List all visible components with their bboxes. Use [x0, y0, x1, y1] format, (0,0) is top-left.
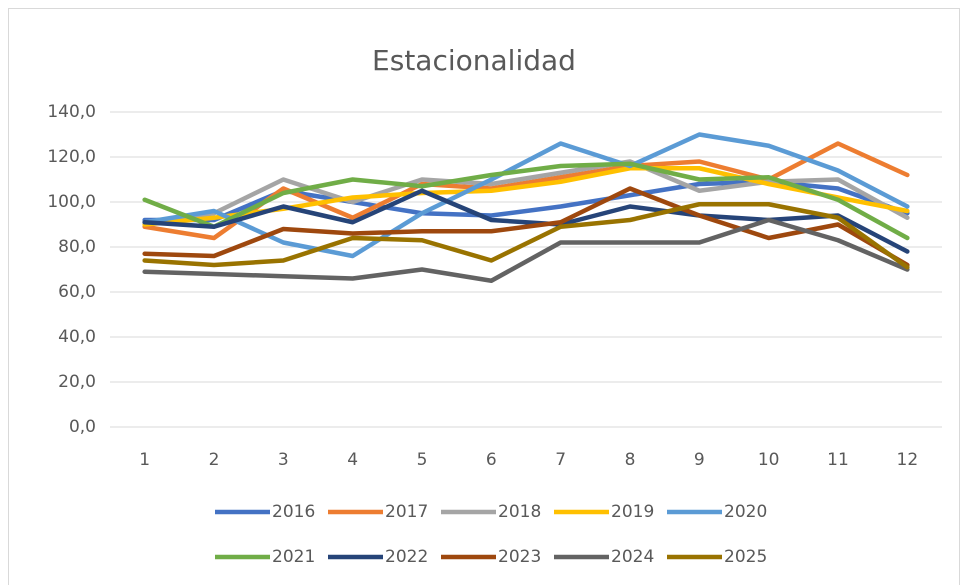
series-line — [142, 132, 910, 259]
x-tick-label: 3 — [278, 450, 289, 470]
legend-label: 2016 — [272, 502, 315, 522]
x-tick-label: 6 — [486, 450, 497, 470]
legend-label: 2018 — [498, 502, 541, 522]
y-tick-label: 60,0 — [58, 282, 96, 302]
x-tick-label: 10 — [758, 450, 780, 470]
series-line — [142, 186, 910, 268]
x-tick-label: 12 — [897, 450, 919, 470]
chart-title: Estacionalidad — [372, 44, 576, 77]
x-tick-label: 8 — [625, 450, 636, 470]
y-tick-label: 20,0 — [58, 372, 96, 392]
legend-label: 2017 — [385, 502, 428, 522]
y-tick-label: 120,0 — [47, 147, 96, 167]
y-tick-label: 40,0 — [58, 327, 96, 347]
legend-label: 2024 — [611, 547, 654, 567]
x-tick-label: 9 — [694, 450, 705, 470]
legend-label: 2019 — [611, 502, 654, 522]
y-tick-label: 140,0 — [47, 102, 96, 122]
legend-label: 2021 — [272, 547, 315, 567]
y-tick-label: 100,0 — [47, 192, 96, 212]
legend-label: 2023 — [498, 547, 541, 567]
series-line — [142, 217, 910, 283]
x-tick-label: 2 — [209, 450, 220, 470]
x-tick-label: 5 — [417, 450, 428, 470]
y-tick-label: 80,0 — [58, 237, 96, 257]
chart-border — [8, 8, 960, 585]
x-tick-label: 4 — [347, 450, 358, 470]
series-line — [142, 202, 910, 270]
x-tick-label: 11 — [827, 450, 849, 470]
legend-label: 2025 — [724, 547, 767, 567]
legend-label: 2022 — [385, 547, 428, 567]
y-tick-label: 0,0 — [69, 417, 96, 437]
series-line — [142, 188, 910, 254]
series-line — [142, 161, 910, 241]
x-tick-label: 1 — [139, 450, 150, 470]
x-tick-label: 7 — [555, 450, 566, 470]
legend-label: 2020 — [724, 502, 767, 522]
